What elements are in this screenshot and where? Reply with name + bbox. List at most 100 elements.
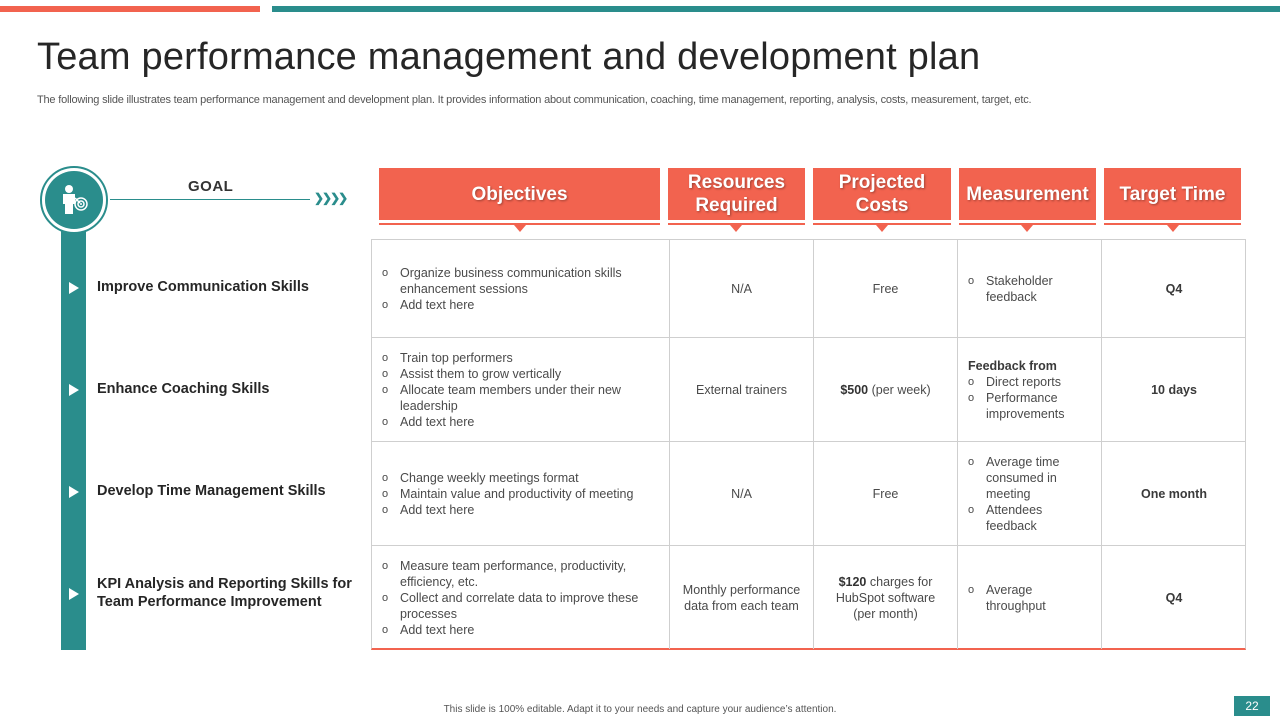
header-projected-costs: Projected Costs bbox=[813, 168, 951, 220]
table-cell-resources: Monthly performance data from each team bbox=[670, 546, 814, 649]
list-item: Maintain value and productivity of meeti… bbox=[382, 486, 657, 502]
table-cell-resources: N/A bbox=[670, 240, 814, 338]
caret-down-icon bbox=[514, 225, 526, 232]
list-item: Add text here bbox=[382, 297, 657, 313]
objectives-list: Measure team performance, productivity, … bbox=[382, 558, 657, 638]
list-item: Measure team performance, productivity, … bbox=[382, 558, 657, 590]
table-cell-objectives: Organize business communication skills e… bbox=[372, 240, 670, 338]
resources-value: N/A bbox=[731, 486, 752, 501]
goal-strip bbox=[61, 212, 86, 650]
list-item: Add text here bbox=[382, 502, 657, 518]
table-cell-target: Q4 bbox=[1102, 240, 1246, 338]
objectives-list: Organize business communication skills e… bbox=[382, 265, 657, 313]
list-item: Average throughput bbox=[968, 582, 1091, 614]
caret-down-icon bbox=[730, 225, 742, 232]
header-underline bbox=[959, 223, 1096, 225]
list-item: Assist them to grow vertically bbox=[382, 366, 657, 382]
table-cell-objectives: Change weekly meetings format Maintain v… bbox=[372, 442, 670, 546]
goal-connector-line bbox=[110, 199, 310, 200]
top-accent-bar-teal bbox=[272, 6, 1280, 12]
goal-item: Improve Communication Skills bbox=[97, 279, 309, 295]
measurement-list: Average time consumed in meeting Attende… bbox=[968, 454, 1091, 534]
table-cell-target: 10 days bbox=[1102, 338, 1246, 442]
goal-label: GOAL bbox=[188, 178, 234, 195]
table-cell-target: One month bbox=[1102, 442, 1246, 546]
table-cell-measurement: Stakeholder feedback bbox=[958, 240, 1102, 338]
header-underline bbox=[813, 223, 951, 225]
costs-amount: $500 bbox=[840, 382, 869, 397]
resources-value: N/A bbox=[731, 281, 752, 296]
header-underline bbox=[668, 223, 805, 225]
list-item: Attendees feedback bbox=[968, 502, 1091, 534]
header-underline bbox=[379, 223, 660, 225]
table-cell-measurement: Average time consumed in meeting Attende… bbox=[958, 442, 1102, 546]
target-value: Q4 bbox=[1165, 590, 1183, 605]
slide-subtitle: The following slide illustrates team per… bbox=[37, 94, 1032, 106]
table-cell-resources: N/A bbox=[670, 442, 814, 546]
costs-value: $500 (per week) bbox=[840, 382, 930, 398]
top-accent-bar-coral bbox=[0, 6, 260, 12]
table-cell-costs: $500 (per week) bbox=[814, 338, 958, 442]
play-arrow-icon bbox=[68, 485, 80, 499]
plan-table: Organize business communication skills e… bbox=[371, 239, 1246, 650]
costs-amount: $120 bbox=[838, 574, 867, 589]
list-item: Average time consumed in meeting bbox=[968, 454, 1091, 502]
measurement-lead: Feedback from bbox=[968, 358, 1057, 373]
list-item: Direct reports bbox=[968, 374, 1091, 390]
target-value: Q4 bbox=[1165, 281, 1183, 296]
caret-down-icon bbox=[876, 225, 888, 232]
header-measurement: Measurement bbox=[959, 168, 1096, 220]
target-person-icon bbox=[45, 171, 103, 229]
table-cell-resources: External trainers bbox=[670, 338, 814, 442]
goal-item: Develop Time Management Skills bbox=[97, 483, 326, 499]
header-underline bbox=[1104, 223, 1241, 225]
list-item: Add text here bbox=[382, 414, 657, 430]
measurement-list: Direct reports Performance improvements bbox=[968, 374, 1091, 422]
costs-value: Free bbox=[873, 281, 899, 297]
costs-value: $120 charges for HubSpot software (per m… bbox=[830, 574, 941, 622]
play-arrow-icon bbox=[68, 281, 80, 295]
costs-detail: Free bbox=[872, 281, 899, 296]
header-target-time: Target Time bbox=[1104, 168, 1241, 220]
chevrons-right-icon: ❯❯❯❯ bbox=[314, 191, 348, 205]
table-cell-objectives: Measure team performance, productivity, … bbox=[372, 546, 670, 649]
caret-down-icon bbox=[1021, 225, 1033, 232]
goal-item: Enhance Coaching Skills bbox=[97, 381, 270, 397]
list-item: Performance improvements bbox=[968, 390, 1091, 422]
footer-note: This slide is 100% editable. Adapt it to… bbox=[443, 704, 837, 715]
play-arrow-icon bbox=[68, 587, 80, 601]
header-objectives: Objectives bbox=[379, 168, 660, 220]
resources-value: Monthly performance data from each team bbox=[682, 582, 801, 613]
resources-value: External trainers bbox=[695, 382, 787, 397]
header-resources-required: Resources Required bbox=[668, 168, 805, 220]
play-arrow-icon bbox=[68, 383, 80, 397]
table-cell-objectives: Train top performers Assist them to grow… bbox=[372, 338, 670, 442]
objectives-list: Train top performers Assist them to grow… bbox=[382, 350, 657, 430]
target-value: One month bbox=[1141, 486, 1207, 501]
table-cell-measurement: Feedback from Direct reports Performance… bbox=[958, 338, 1102, 442]
list-item: Stakeholder feedback bbox=[968, 273, 1091, 305]
slide-title: Team performance management and developm… bbox=[37, 36, 981, 78]
page-number: 22 bbox=[1234, 696, 1270, 716]
caret-down-icon bbox=[1167, 225, 1179, 232]
list-item: Allocate team members under their new le… bbox=[382, 382, 657, 414]
list-item: Change weekly meetings format bbox=[382, 470, 657, 486]
target-value: 10 days bbox=[1151, 382, 1197, 397]
costs-value: Free bbox=[873, 486, 899, 502]
objectives-list: Change weekly meetings format Maintain v… bbox=[382, 470, 657, 518]
table-cell-costs: Free bbox=[814, 240, 958, 338]
measurement-list: Stakeholder feedback bbox=[968, 273, 1091, 305]
list-item: Collect and correlate data to improve th… bbox=[382, 590, 657, 622]
table-cell-target: Q4 bbox=[1102, 546, 1246, 649]
table-cell-measurement: Average throughput bbox=[958, 546, 1102, 649]
goal-item: KPI Analysis and Reporting Skills for Te… bbox=[97, 576, 352, 610]
table-cell-costs: $120 charges for HubSpot software (per m… bbox=[814, 546, 958, 649]
table-cell-costs: Free bbox=[814, 442, 958, 546]
costs-detail: Free bbox=[872, 486, 899, 501]
costs-detail: (per week) bbox=[868, 382, 931, 397]
list-item: Train top performers bbox=[382, 350, 657, 366]
list-item: Add text here bbox=[382, 622, 657, 638]
costs-detail: charges for HubSpot software (per month) bbox=[835, 574, 936, 621]
measurement-list: Average throughput bbox=[968, 582, 1091, 614]
list-item: Organize business communication skills e… bbox=[382, 265, 657, 297]
